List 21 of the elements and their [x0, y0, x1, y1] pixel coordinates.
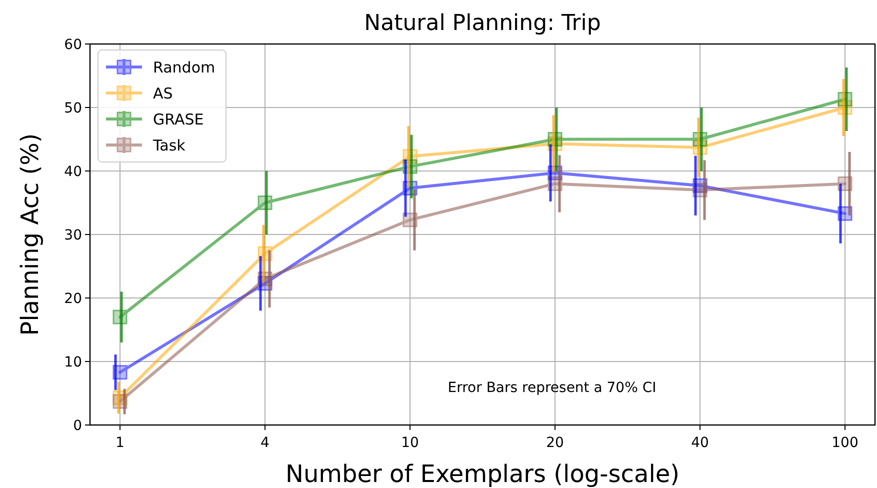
- x-tick-label: 4: [260, 435, 270, 451]
- y-tick-label: 40: [64, 164, 82, 180]
- chart-title: Natural Planning: Trip: [364, 11, 601, 36]
- y-tick-label: 0: [73, 418, 82, 434]
- x-tick-label: 100: [832, 435, 858, 451]
- y-tick-label: 30: [64, 227, 82, 244]
- x-tick-label: 10: [401, 435, 419, 451]
- y-tick-label: 50: [64, 100, 82, 116]
- annotation: Error Bars represent a 70% CI: [448, 380, 656, 396]
- legend-label: Task: [152, 136, 186, 154]
- legend-label: GRASE: [153, 110, 204, 128]
- y-tick-label: 10: [64, 354, 82, 370]
- x-tick-label: 20: [546, 435, 564, 451]
- y-axis-title: Planning Acc (%): [16, 133, 44, 336]
- y-tick-label: 20: [64, 290, 82, 307]
- x-tick-label: 40: [691, 435, 709, 451]
- legend-label: Random: [153, 58, 216, 76]
- x-tick-label: 1: [116, 435, 124, 451]
- y-tick-label: 60: [64, 36, 82, 53]
- legend-label: AS: [153, 84, 173, 102]
- x-axis-title: Number of Exemplars (log-scale): [286, 460, 680, 488]
